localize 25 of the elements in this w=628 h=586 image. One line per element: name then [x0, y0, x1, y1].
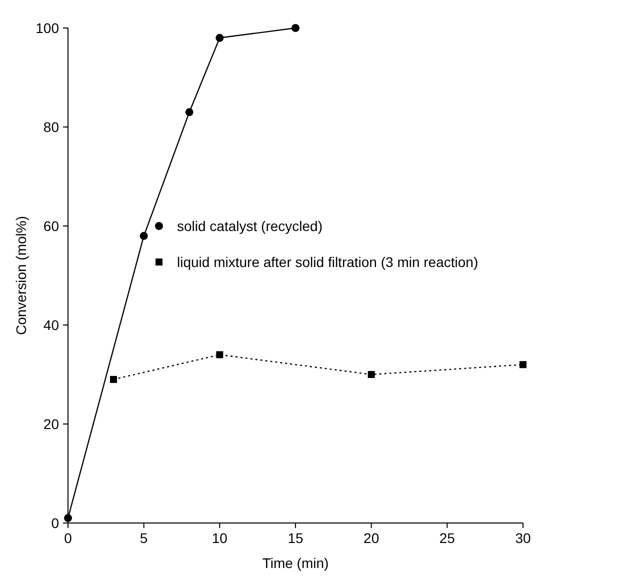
x-tick-label: 30 [515, 530, 531, 546]
x-tick-label: 25 [439, 530, 456, 546]
y-tick-label: 100 [36, 20, 60, 36]
y-tick-label: 60 [43, 218, 60, 234]
y-axis-title: Conversion (mol%) [13, 216, 29, 336]
point [368, 371, 375, 378]
y-tick-label: 80 [43, 119, 60, 135]
x-tick-label: 15 [288, 530, 304, 546]
y-tick-label: 0 [51, 515, 60, 531]
point [216, 34, 224, 42]
legend-label: liquid mixture after solid filtration (3 min reaction) [177, 254, 478, 270]
point [185, 108, 194, 116]
x-tick-label: 10 [212, 530, 228, 546]
point [140, 232, 148, 240]
point [110, 376, 117, 383]
point [292, 24, 300, 32]
x-axis-title: Time (min) [262, 555, 329, 571]
legend-label: solid catalyst (recycled) [177, 218, 322, 234]
x-tick-label: 0 [64, 530, 72, 546]
y-tick-label: 40 [43, 317, 60, 333]
y-tick-label: 20 [43, 416, 60, 432]
point [216, 351, 224, 358]
x-tick-label: 20 [364, 530, 380, 546]
x-tick-label: 5 [140, 530, 148, 546]
point [520, 361, 526, 368]
